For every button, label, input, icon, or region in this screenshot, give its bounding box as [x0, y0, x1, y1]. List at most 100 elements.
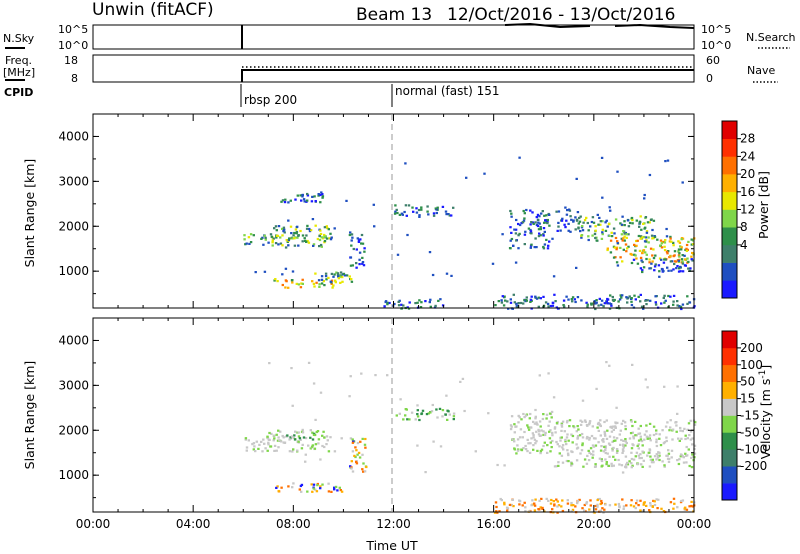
- data-cell: [537, 228, 541, 231]
- data-cell: [595, 301, 598, 304]
- data-cell: [504, 299, 507, 302]
- data-cell: [565, 443, 568, 446]
- data-cell: [631, 219, 634, 222]
- data-cell: [578, 216, 581, 220]
- data-cell: [291, 281, 294, 284]
- data-cell: [639, 438, 643, 441]
- data-cell: [610, 464, 614, 468]
- data-cell: [586, 435, 589, 439]
- x-tick-label: 12:00: [376, 517, 411, 531]
- data-cell: [270, 235, 273, 238]
- data-cell: [267, 441, 270, 444]
- data-cell: [600, 502, 603, 505]
- data-cell: [539, 234, 542, 237]
- data-cell: [675, 267, 678, 270]
- data-cell: [332, 284, 335, 287]
- data-cell: [572, 504, 575, 507]
- data-cell: [420, 412, 423, 416]
- data-cell: [550, 410, 554, 413]
- data-cell: [627, 245, 630, 248]
- data-cell: [434, 207, 437, 210]
- data-cell: [535, 422, 538, 426]
- data-cell: [439, 298, 442, 301]
- data-cell: [639, 435, 642, 438]
- data-cell: [275, 486, 278, 489]
- data-cell: [669, 426, 672, 429]
- data-cell: [556, 229, 559, 232]
- data-cell: [318, 285, 321, 288]
- data-cell: [630, 216, 634, 220]
- nsky-tick-bottom: 10^0: [58, 39, 88, 52]
- data-cell: [445, 394, 448, 397]
- data-cell: [258, 443, 261, 446]
- data-cell: [691, 251, 694, 255]
- data-cell: [652, 237, 655, 240]
- data-cell: [686, 302, 689, 305]
- data-cell: [291, 270, 295, 273]
- data-cell: [599, 434, 602, 437]
- data-cell: [597, 429, 600, 432]
- data-cell: [665, 227, 668, 231]
- data-cell: [586, 305, 589, 308]
- data-cell: [555, 465, 558, 468]
- x-tick-label: 08:00: [276, 517, 311, 531]
- data-cell: [495, 510, 498, 513]
- data-cell: [268, 431, 271, 435]
- data-cell: [576, 296, 580, 299]
- data-cell: [530, 243, 533, 246]
- data-cell: [602, 511, 605, 514]
- data-cell: [539, 228, 542, 231]
- data-cell: [523, 430, 526, 434]
- data-cell: [556, 511, 559, 514]
- data-cell: [588, 508, 591, 511]
- data-cell: [293, 237, 296, 240]
- data-cell: [593, 300, 596, 303]
- data-cell: [567, 439, 570, 442]
- data-cell: [561, 461, 565, 464]
- data-cell: [625, 296, 628, 299]
- data-cell: [524, 230, 527, 233]
- data-cell: [358, 263, 361, 266]
- data-cell: [686, 257, 689, 260]
- data-cell: [542, 444, 545, 448]
- data-cell: [564, 206, 567, 209]
- nsearch-tick-bottom: 10^0: [701, 39, 731, 52]
- data-cell: [529, 230, 533, 233]
- data-cell: [532, 420, 535, 423]
- data-cell: [305, 200, 308, 203]
- data-cell: [605, 419, 608, 422]
- data-cell: [324, 275, 328, 278]
- data-cell: [538, 232, 541, 235]
- data-cell: [300, 490, 303, 493]
- data-cell: [611, 298, 615, 301]
- data-cell: [671, 428, 675, 431]
- data-cell: [414, 418, 417, 421]
- data-cell: [394, 204, 397, 207]
- data-cell: [527, 227, 531, 230]
- data-cell: [680, 238, 683, 241]
- data-cell: [676, 300, 679, 303]
- cpid-entry-2: normal (fast) 151: [395, 84, 499, 98]
- data-cell: [616, 421, 619, 424]
- data-cell: [669, 255, 672, 258]
- colorbar-segment: [722, 466, 737, 484]
- data-cell: [670, 269, 673, 272]
- data-cell: [624, 425, 627, 428]
- data-cell: [252, 448, 255, 451]
- data-cell: [580, 236, 583, 239]
- data-cell: [614, 218, 618, 221]
- data-cell: [428, 251, 432, 254]
- data-cell: [612, 439, 616, 442]
- data-cell: [529, 300, 532, 303]
- data-cell: [589, 225, 592, 228]
- data-cell: [623, 235, 626, 238]
- data-cell: [430, 410, 434, 413]
- data-cell: [570, 462, 573, 465]
- data-cell: [611, 295, 614, 299]
- data-cell: [306, 490, 309, 493]
- data-cell: [282, 230, 285, 233]
- cpid-entry-1: rbsp 200: [244, 93, 297, 107]
- data-cell: [648, 422, 652, 425]
- data-cell: [513, 423, 516, 426]
- data-cell: [645, 435, 649, 438]
